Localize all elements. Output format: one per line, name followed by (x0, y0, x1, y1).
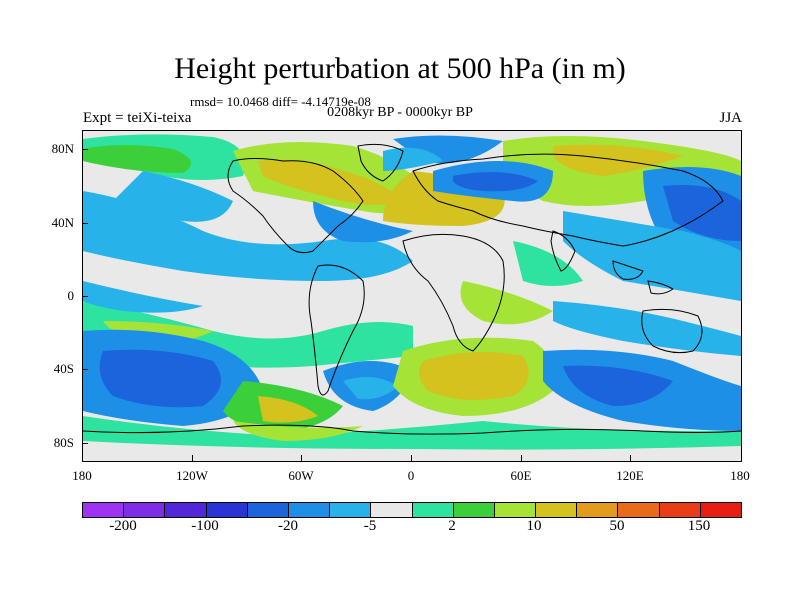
period-line: 0208kyr BP - 0000kyr BP (327, 105, 473, 120)
colorbar-segment (577, 503, 619, 517)
colorbar (82, 502, 742, 518)
colorbar-segment (206, 503, 248, 517)
lon-label: 180 (72, 468, 92, 483)
lon-label: 0 (407, 468, 415, 483)
lon-label: 60W (288, 468, 314, 483)
lon-tick (630, 455, 631, 461)
lat-label: 40N (51, 215, 74, 230)
height-field-map (83, 134, 741, 450)
colorbar-label: -200 (109, 518, 137, 534)
colorbar-segment (124, 503, 166, 517)
coastlines (83, 143, 741, 435)
lon-label: 60E (510, 468, 532, 483)
lat-label: 0 (67, 288, 75, 303)
colorbar-label: -5 (363, 518, 377, 534)
lon-label: 120E (616, 468, 644, 483)
colorbar-label: 10 (526, 518, 542, 534)
lat-tick (82, 149, 88, 150)
stats-line: rmsd= 10.0468 diff= -4.14719e-08 (190, 94, 371, 109)
map-panel (82, 130, 742, 462)
colorbar-segment (453, 503, 495, 517)
colorbar-segment (700, 503, 741, 517)
colorbar-label: -100 (191, 518, 219, 534)
lat-label: 80N (51, 141, 74, 156)
colorbar-segment (83, 503, 125, 517)
colorbar-label: 150 (687, 518, 711, 534)
colorbar-segment (371, 503, 413, 517)
lat-label: 80S (53, 435, 74, 450)
experiment-label: Expt = teiXi-teixa (83, 110, 192, 126)
colorbar-segment (536, 503, 578, 517)
contour-fill (83, 134, 741, 450)
lat-tick (82, 369, 88, 370)
colorbar-label: -20 (278, 518, 298, 534)
lat-tick (82, 443, 88, 444)
colorbar-segment (330, 503, 372, 517)
lon-tick (411, 455, 412, 461)
lon-label: 180 (730, 468, 750, 483)
lat-label: 40S (53, 361, 74, 376)
lat-tick (82, 223, 88, 224)
colorbar-segment (412, 503, 454, 517)
season-label: JJA (719, 110, 742, 126)
colorbar-segment (247, 503, 289, 517)
lon-tick (301, 455, 302, 461)
colorbar-label: 2 (448, 518, 456, 534)
colorbar-segment (618, 503, 660, 517)
chart-title: Height perturbation at 500 hPa (in m) (174, 52, 626, 85)
colorbar-label: 50 (609, 518, 625, 534)
lon-tick (521, 455, 522, 461)
colorbar-segment (165, 503, 207, 517)
lon-label: 120W (176, 468, 208, 483)
colorbar-segment (659, 503, 701, 517)
colorbar-segment (494, 503, 537, 517)
lat-tick (82, 296, 88, 297)
lon-tick (192, 455, 193, 461)
colorbar-segment (288, 503, 331, 517)
